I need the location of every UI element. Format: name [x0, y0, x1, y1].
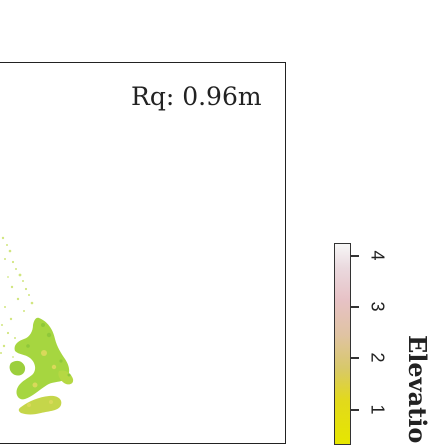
tick-label-3: 3	[367, 301, 388, 312]
tick-mark-4	[350, 255, 359, 257]
tick-label-2: 2	[367, 352, 388, 363]
roughness-label: Rq: 0.96m	[131, 82, 262, 111]
elevation-color-bar	[334, 243, 351, 445]
map-panel	[0, 62, 286, 444]
tick-mark-2	[350, 357, 359, 359]
tick-label-1: 1	[367, 404, 388, 415]
legend-title: Elevatio	[403, 335, 432, 444]
elevation-raster	[0, 236, 74, 415]
tick-label-4: 4	[367, 250, 388, 261]
tick-mark-3	[350, 306, 359, 308]
tick-mark-1	[350, 409, 359, 411]
